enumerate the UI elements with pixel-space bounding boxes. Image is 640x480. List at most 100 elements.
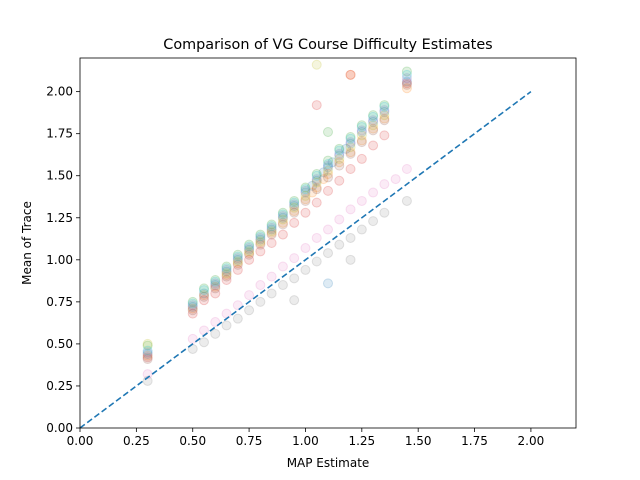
data-point	[277, 229, 288, 240]
data-point	[345, 204, 356, 215]
data-point	[255, 246, 266, 257]
data-point	[334, 145, 345, 156]
x-axis-label: MAP Estimate	[287, 456, 370, 470]
x-tick-label: 0.75	[236, 434, 263, 448]
data-point	[199, 288, 209, 299]
data-point	[187, 298, 198, 309]
data-point	[210, 275, 221, 285]
data-point	[311, 256, 322, 267]
y-tick-label: 0.75	[46, 295, 73, 309]
data-point	[323, 155, 333, 166]
data-point	[142, 350, 153, 361]
data-point	[210, 276, 221, 287]
data-point	[311, 175, 322, 186]
data-point	[368, 123, 379, 134]
data-point	[210, 288, 221, 299]
data-point	[345, 232, 356, 243]
data-point	[401, 195, 412, 206]
data-point	[311, 59, 322, 70]
x-tick-label: 1.50	[405, 434, 432, 448]
data-point	[318, 167, 329, 178]
data-point	[323, 169, 333, 180]
data-point	[323, 127, 333, 137]
data-point	[368, 140, 379, 151]
data-point	[187, 308, 198, 319]
data-point	[300, 190, 311, 201]
data-point	[266, 222, 277, 233]
data-point	[142, 352, 153, 363]
data-point	[307, 180, 318, 191]
data-point	[266, 288, 277, 299]
data-point	[289, 201, 300, 211]
data-point	[311, 177, 322, 188]
data-point	[232, 264, 243, 275]
data-point	[244, 290, 255, 301]
data-point	[323, 172, 333, 183]
data-point	[266, 219, 277, 230]
data-point	[390, 174, 401, 185]
data-point	[300, 184, 311, 195]
data-point	[334, 239, 345, 250]
y-tick-label: 0.00	[46, 421, 73, 435]
data-point	[300, 182, 311, 193]
data-point	[187, 305, 198, 316]
x-tick-label: 1.25	[348, 434, 375, 448]
data-point	[345, 138, 356, 149]
data-point	[244, 241, 255, 252]
data-point	[300, 187, 311, 198]
data-point	[368, 116, 379, 127]
data-point	[368, 125, 379, 136]
data-point	[345, 148, 356, 159]
data-point	[334, 157, 345, 168]
data-point	[356, 121, 367, 132]
data-point	[323, 278, 333, 289]
data-point	[277, 209, 288, 220]
data-point	[341, 143, 352, 154]
data-point	[255, 229, 266, 240]
data-point	[255, 296, 266, 307]
x-axis-ticks: 0.00 0.25 0.50 0.75 1.00 1.25 1.50 1.75 2.00	[67, 428, 544, 448]
data-point	[142, 354, 153, 365]
data-point	[277, 211, 288, 222]
data-point	[199, 283, 209, 294]
data-point	[266, 226, 277, 237]
data-point	[345, 132, 356, 143]
data-point	[210, 278, 221, 289]
data-point	[311, 232, 322, 243]
data-point	[334, 160, 345, 171]
x-tick-label: 1.00	[292, 434, 319, 448]
data-point	[311, 169, 322, 180]
data-point	[142, 340, 153, 351]
data-point	[142, 347, 153, 358]
data-point	[334, 214, 345, 225]
plot-frame	[79, 57, 577, 429]
data-point	[289, 253, 300, 264]
chart-title: Comparison of VG Course Difficulty Estim…	[163, 37, 492, 53]
data-point	[210, 328, 221, 339]
data-point	[356, 137, 367, 148]
data-point	[277, 219, 288, 230]
data-point	[300, 243, 311, 254]
data-point	[244, 243, 255, 254]
data-point	[334, 150, 345, 161]
data-point	[232, 259, 243, 270]
data-point	[221, 266, 232, 277]
data-point	[221, 268, 232, 279]
data-point	[379, 110, 390, 121]
data-point	[379, 100, 390, 111]
data-point	[255, 236, 266, 247]
y-tick-label: 2.00	[46, 85, 73, 99]
data-point	[232, 256, 243, 267]
data-point	[255, 238, 266, 248]
data-point	[368, 111, 379, 122]
data-point	[345, 69, 356, 80]
y-tick-label: 0.25	[46, 379, 73, 393]
data-point	[255, 234, 266, 245]
data-point	[401, 73, 412, 84]
data-point	[334, 143, 345, 154]
data-point	[334, 175, 345, 186]
data-point	[255, 231, 266, 242]
data-point	[221, 263, 232, 274]
data-point	[187, 300, 198, 311]
